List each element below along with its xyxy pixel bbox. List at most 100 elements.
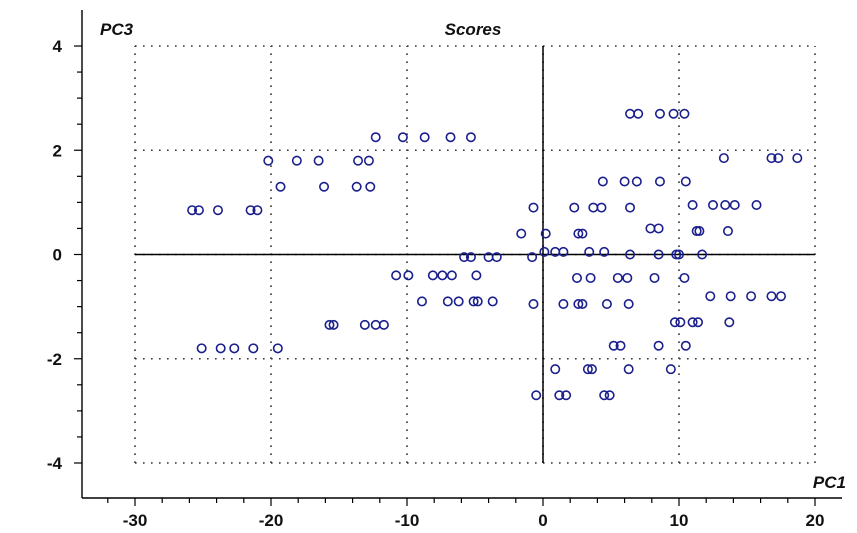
- data-point: [550, 364, 561, 375]
- x-tick-label: -30: [123, 511, 148, 530]
- y-tick-label: -4: [47, 454, 63, 473]
- data-point: [623, 364, 634, 375]
- data-point: [623, 299, 634, 310]
- data-point: [196, 343, 207, 354]
- data-point: [561, 390, 572, 401]
- data-point: [633, 108, 644, 119]
- data-point: [437, 270, 448, 281]
- data-point: [615, 340, 626, 351]
- data-point: [291, 155, 302, 166]
- data-point: [472, 296, 483, 307]
- data-point: [649, 272, 660, 283]
- data-point: [365, 181, 376, 192]
- data-point: [718, 153, 729, 164]
- data-point: [313, 155, 324, 166]
- data-point: [248, 343, 259, 354]
- data-point: [697, 249, 708, 260]
- data-point: [691, 226, 702, 237]
- x-tick-label: 20: [806, 511, 825, 530]
- data-point: [671, 249, 682, 260]
- data-point: [370, 319, 381, 330]
- data-point: [622, 272, 633, 283]
- data-point: [694, 226, 705, 237]
- data-point: [596, 202, 607, 213]
- data-point: [654, 176, 665, 187]
- chart-title: Scores: [445, 20, 502, 39]
- data-point: [419, 132, 430, 143]
- data-point: [328, 319, 339, 330]
- data-point: [645, 223, 656, 234]
- data-point: [363, 155, 374, 166]
- data-point: [588, 202, 599, 213]
- data-point: [275, 181, 286, 192]
- data-point: [397, 132, 408, 143]
- data-point: [445, 132, 456, 143]
- data-point: [619, 176, 630, 187]
- data-point: [585, 272, 596, 283]
- data-point: [584, 246, 595, 257]
- data-point: [577, 228, 588, 239]
- data-point: [673, 249, 684, 260]
- data-point: [746, 291, 757, 302]
- data-point: [599, 390, 610, 401]
- data-point: [679, 272, 690, 283]
- data-point: [416, 296, 427, 307]
- data-points: [187, 108, 803, 401]
- data-point: [527, 252, 538, 263]
- x-tick-label: 10: [670, 511, 689, 530]
- data-point: [766, 291, 777, 302]
- y-tick-label: 0: [53, 246, 62, 265]
- data-point: [668, 108, 679, 119]
- data-point: [252, 205, 263, 216]
- data-point: [573, 228, 584, 239]
- data-point: [528, 202, 539, 213]
- data-point: [625, 249, 636, 260]
- data-point: [442, 296, 453, 307]
- data-point: [582, 364, 593, 375]
- x-axis-label: PC1: [813, 473, 846, 492]
- data-point: [378, 319, 389, 330]
- data-point: [653, 223, 664, 234]
- data-point: [751, 199, 762, 210]
- data-point: [187, 205, 198, 216]
- data-point: [427, 270, 438, 281]
- data-point: [792, 153, 803, 164]
- data-point: [245, 205, 256, 216]
- data-point: [675, 317, 686, 328]
- data-point: [707, 199, 718, 210]
- data-point: [669, 317, 680, 328]
- data-point: [531, 390, 542, 401]
- data-point: [465, 252, 476, 263]
- data-point: [604, 390, 615, 401]
- y-tick-label: 2: [53, 141, 62, 160]
- data-point: [680, 176, 691, 187]
- data-point: [558, 299, 569, 310]
- data-point: [586, 364, 597, 375]
- data-point: [724, 317, 735, 328]
- data-point: [597, 176, 608, 187]
- data-point: [625, 108, 636, 119]
- data-point: [599, 246, 610, 257]
- data-point: [625, 202, 636, 213]
- data-point: [370, 132, 381, 143]
- data-point: [612, 272, 623, 283]
- data-point: [229, 343, 240, 354]
- data-point: [215, 343, 226, 354]
- data-point: [272, 343, 283, 354]
- data-point: [193, 205, 204, 216]
- data-point: [558, 246, 569, 257]
- data-point: [693, 317, 704, 328]
- data-point: [539, 246, 550, 257]
- x-tick-label: -10: [395, 511, 420, 530]
- y-tick-label: 4: [53, 37, 63, 56]
- data-point: [680, 340, 691, 351]
- data-point: [446, 270, 457, 281]
- data-point: [571, 272, 582, 283]
- data-point: [687, 199, 698, 210]
- data-point: [491, 252, 502, 263]
- x-tick-label: 0: [538, 511, 547, 530]
- data-point: [775, 291, 786, 302]
- data-point: [468, 296, 479, 307]
